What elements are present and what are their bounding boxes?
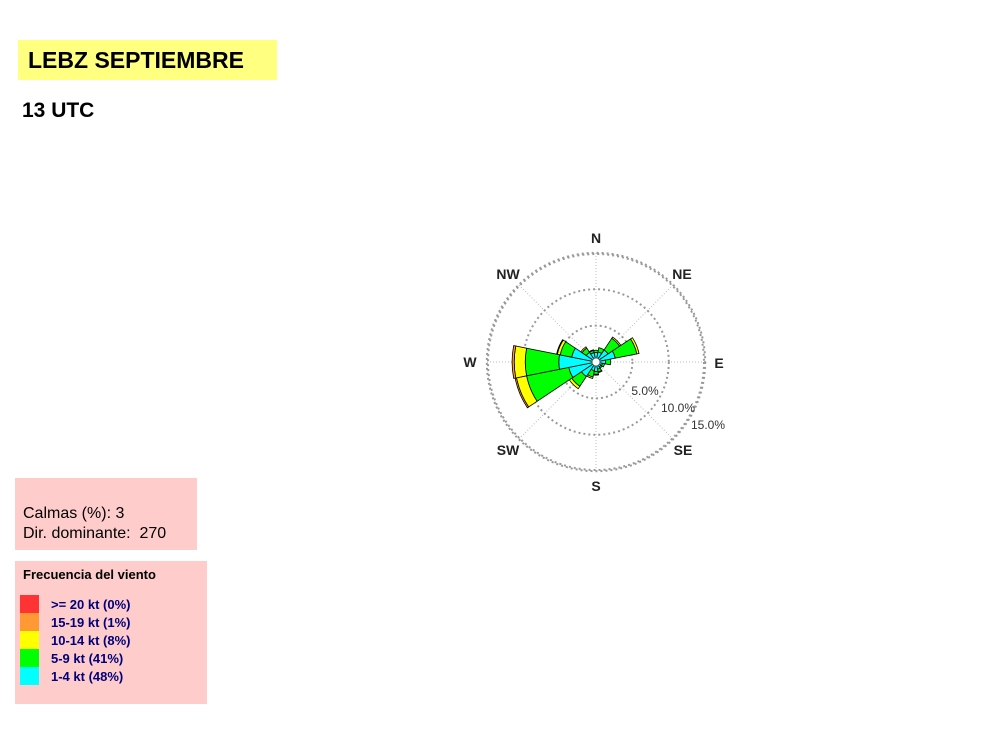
compass-label-sw: SW [497, 442, 520, 458]
compass-label-nw: NW [496, 266, 520, 282]
legend-title: Frecuencia del viento [23, 567, 156, 582]
legend-swatch [20, 649, 39, 667]
center-mark [591, 357, 601, 367]
legend-swatch [20, 613, 39, 631]
wedge-nnw [588, 349, 595, 353]
legend-item: 5-9 kt (41%) [20, 649, 200, 667]
legend-label: 10-14 kt (8%) [51, 633, 131, 648]
grid-ring [522, 288, 670, 436]
legend-item: 1-4 kt (48%) [20, 667, 200, 685]
legend-label: 1-4 kt (48%) [51, 669, 124, 684]
compass-label-se: SE [674, 442, 693, 458]
ring-label: 5.0% [631, 384, 659, 398]
legend-label: >= 20 kt (0%) [51, 597, 131, 612]
legend-swatch [20, 667, 39, 685]
compass-label-ne: NE [672, 266, 691, 282]
wedge-w [511, 345, 517, 379]
compass-label-e: E [714, 355, 723, 371]
legend-label: 5-9 kt (41%) [51, 651, 124, 666]
calm-text: Calmas (%): 3 [23, 505, 125, 522]
legend-label: 15-19 kt (1%) [51, 615, 131, 630]
ring-label: 10.0% [661, 401, 695, 415]
title-box: LEBZ SEPTIEMBRE [18, 40, 277, 80]
wedge-ene [630, 337, 640, 355]
compass-label-w: W [463, 354, 477, 370]
page-subtitle: 13 UTC [22, 99, 95, 122]
wedge-s [592, 373, 600, 376]
wedge-nw [580, 346, 588, 354]
wedge-wnw [556, 339, 564, 355]
grid-ring [558, 324, 634, 400]
compass-label-s: S [591, 478, 600, 494]
wedge-e [604, 358, 611, 366]
ring-label: 15.0% [691, 418, 725, 432]
grid-ring-outer [487, 253, 705, 471]
wedge-w [513, 345, 528, 379]
page-title: LEBZ SEPTIEMBRE [28, 47, 244, 73]
legend-item: 15-19 kt (1%) [20, 613, 200, 631]
compass-label-n: N [591, 230, 601, 246]
grid-ring [485, 251, 707, 473]
grid-spoke [595, 361, 675, 441]
legend: Frecuencia del viento >= 20 kt (0%) 15-1… [15, 561, 207, 704]
legend-item: 10-14 kt (8%) [20, 631, 200, 649]
legend-swatch [20, 595, 39, 613]
legend-swatch [20, 631, 39, 649]
legend-item: >= 20 kt (0%) [20, 595, 200, 613]
stats-box: Calmas (%): 3 Dir. dominante: 270 [15, 478, 197, 550]
dominant-direction-text: Dir. dominante: 270 [23, 525, 167, 542]
